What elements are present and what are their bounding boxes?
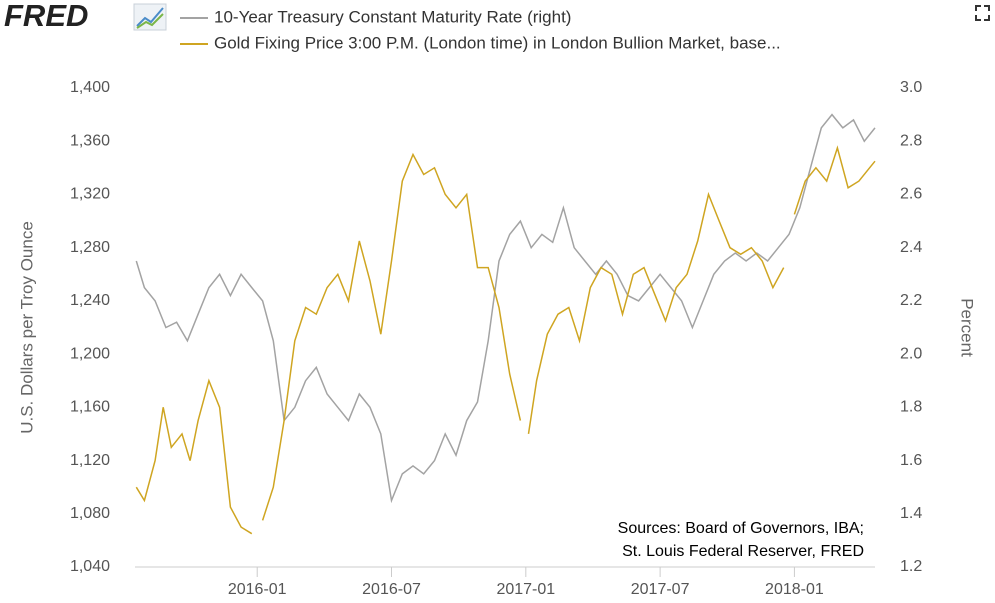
y2-tick-label: 2.2 <box>900 292 922 309</box>
series-line <box>135 113 876 504</box>
y2-tick-label: 1.4 <box>900 505 922 522</box>
annotation: Sources: Board of Governors, IBA; <box>618 520 864 537</box>
y-tick-label: 1,400 <box>70 79 110 96</box>
y-tick-label: 1,360 <box>70 132 110 149</box>
annotation: St. Louis Federal Reserver, FRED <box>622 543 864 560</box>
x-tick-label: 2018-01 <box>765 581 824 598</box>
y2-tick-label: 2.0 <box>900 345 922 362</box>
series-line <box>135 145 876 535</box>
brand-logo: FRED <box>4 0 88 33</box>
y2-tick-label: 1.8 <box>900 399 922 416</box>
x-tick-label: 2016-07 <box>362 581 421 598</box>
y-tick-label: 1,240 <box>70 292 110 309</box>
legend-label: Gold Fixing Price 3:00 P.M. (London time… <box>214 33 781 52</box>
legend-label: 10-Year Treasury Constant Maturity Rate … <box>214 7 571 26</box>
y2-tick-label: 1.2 <box>900 558 922 575</box>
y2-tick-label: 1.6 <box>900 452 922 469</box>
y2-tick-label: 2.8 <box>900 132 922 149</box>
y-tick-label: 1,320 <box>70 186 110 203</box>
y-tick-label: 1,280 <box>70 239 110 256</box>
y-tick-label: 1,160 <box>70 399 110 416</box>
brand-icon <box>133 3 167 31</box>
y-tick-label: 1,200 <box>70 345 110 362</box>
y2-tick-label: 2.4 <box>900 239 922 256</box>
x-tick-label: 2017-07 <box>631 581 690 598</box>
y-axis-title: U.S. Dollars per Troy Ounce <box>17 221 36 434</box>
x-tick-label: 2016-01 <box>228 581 287 598</box>
y-tick-label: 1,080 <box>70 505 110 522</box>
y-tick-label: 1,040 <box>70 558 110 575</box>
y-tick-label: 1,120 <box>70 452 110 469</box>
y2-axis-title: Percent <box>958 298 977 357</box>
y2-tick-label: 2.6 <box>900 186 922 203</box>
fullscreen-icon[interactable] <box>975 5 990 21</box>
y2-tick-label: 3.0 <box>900 79 922 96</box>
x-tick-label: 2017-01 <box>496 581 555 598</box>
